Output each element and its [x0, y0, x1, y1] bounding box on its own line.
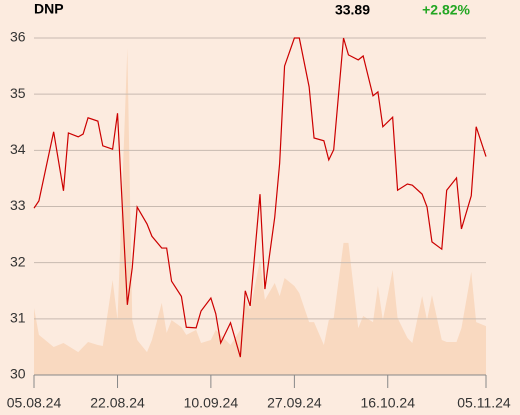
x-tick-label: 16.10.24: [360, 395, 415, 411]
x-tick-label: 05.11.24: [457, 395, 511, 411]
x-tick-label: 27.09.24: [267, 395, 322, 411]
chart-title: DNP: [34, 1, 64, 17]
volume-area: [34, 48, 486, 376]
y-tick-label: 31: [10, 310, 26, 326]
y-tick-label: 36: [10, 29, 26, 45]
x-tick-label: 10.09.24: [184, 395, 239, 411]
y-tick-label: 32: [10, 253, 26, 269]
y-tick-label: 33: [10, 197, 26, 213]
y-tick-label: 35: [10, 85, 26, 101]
change: +2.82%: [422, 2, 470, 18]
price: 33.89: [335, 2, 370, 18]
x-tick-label: 05.08.24: [7, 395, 62, 411]
y-tick-label: 30: [10, 366, 26, 382]
y-tick-label: 34: [10, 141, 26, 157]
price-line: [33, 37, 487, 358]
x-tick-label: 22.08.24: [90, 395, 145, 411]
